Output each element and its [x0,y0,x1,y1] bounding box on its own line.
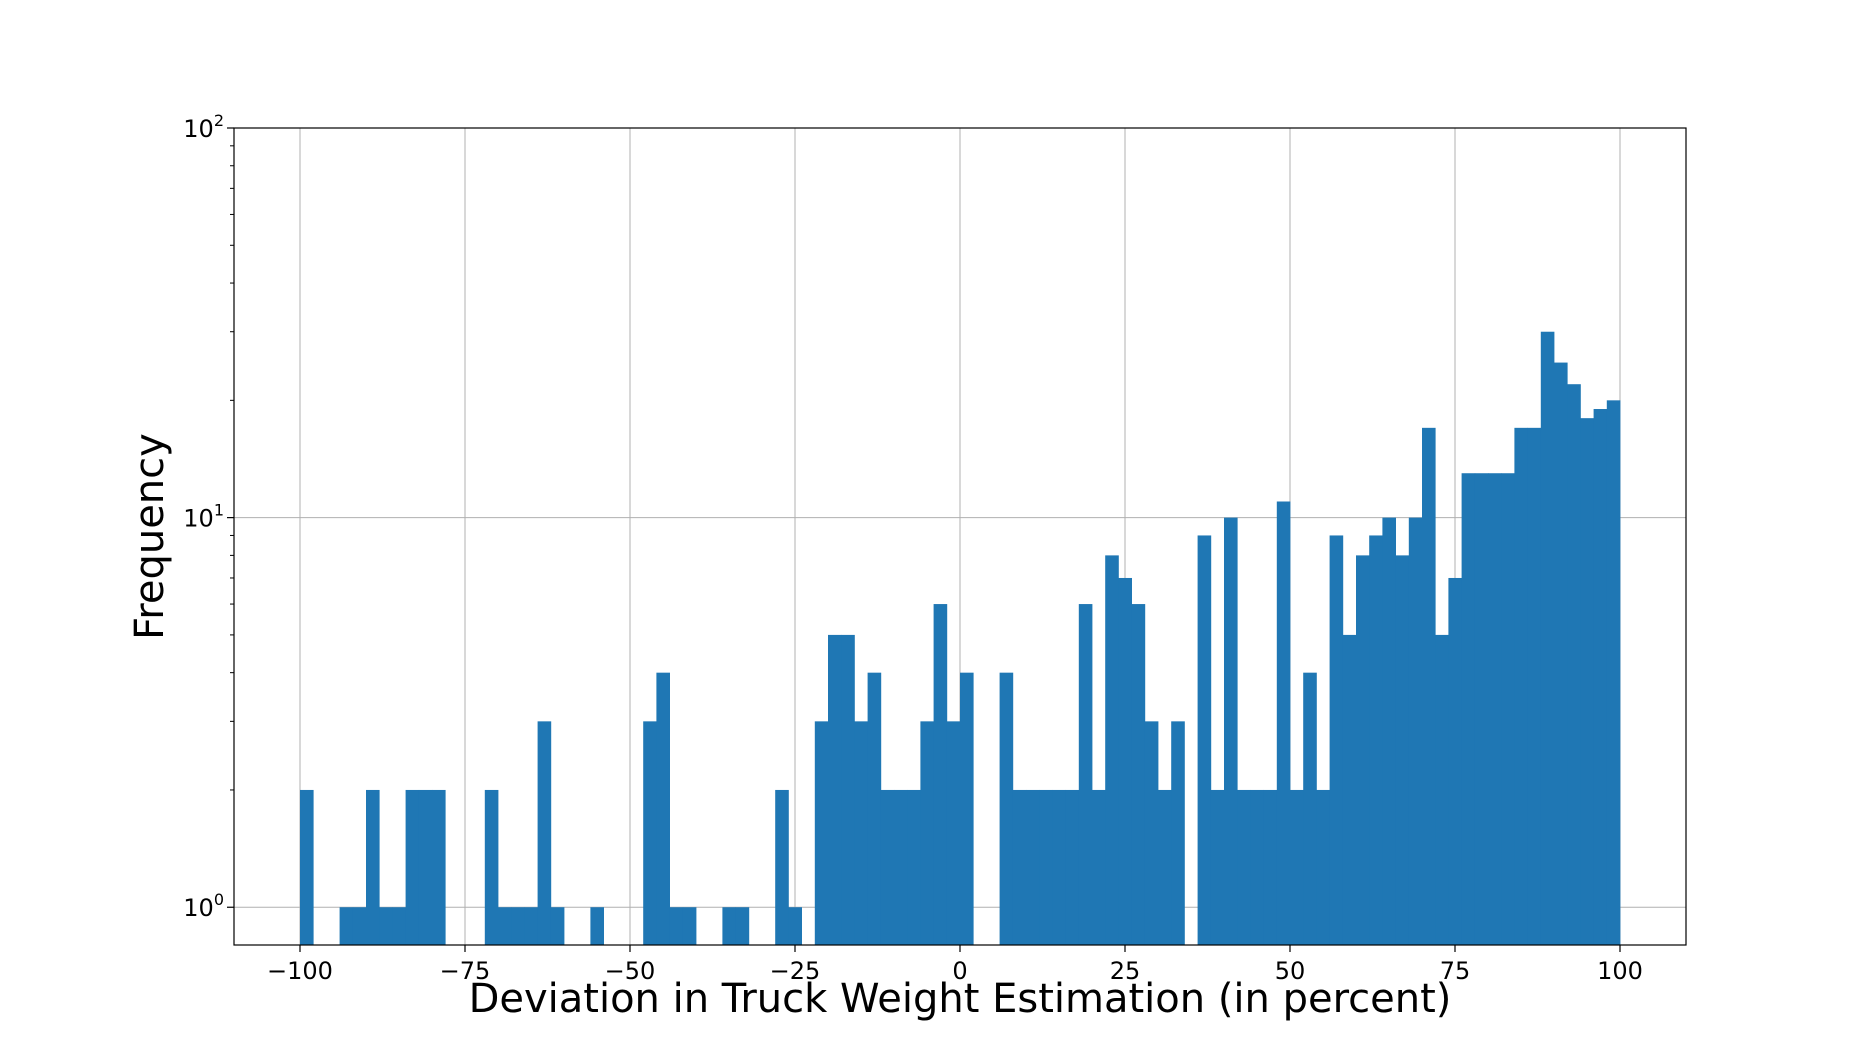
histogram-bar [1171,721,1185,945]
histogram-bar [1514,427,1528,945]
histogram-bar [1448,577,1462,945]
histogram-bar [933,604,948,945]
histogram-bar [1250,789,1264,945]
histogram-bar [854,721,868,945]
x-tick-label: 0 [952,957,967,985]
histogram-bars [300,331,1621,946]
histogram-bar [735,907,750,945]
y-tick-label: 100 [183,890,224,922]
histogram-bar [1144,721,1159,945]
histogram-bar [1052,789,1066,945]
histogram-bar [1435,634,1449,945]
histogram-bar [1012,789,1027,945]
histogram-bar [1501,473,1515,945]
y-tick-label: 101 [183,501,224,533]
histogram-bar [1303,672,1317,945]
histogram-bar [524,907,538,945]
histogram-bar [946,721,961,945]
histogram-bar [1422,427,1436,945]
histogram-bar [1224,517,1238,945]
histogram-bar [1026,789,1040,945]
histogram-bar [880,789,895,945]
histogram-bar [1356,555,1370,945]
x-tick-label: −50 [605,957,656,985]
histogram-bar [1382,517,1396,945]
histogram-bar [999,672,1014,945]
histogram-bar [1158,789,1172,945]
histogram-bar [352,907,367,945]
histogram-bar [1092,789,1106,945]
histogram-bar [814,721,829,945]
histogram-bar [1039,789,1053,945]
histogram-bar [656,672,670,945]
histogram-bar [379,907,393,945]
histogram-bar [1554,362,1568,945]
histogram-bar [1593,409,1608,945]
histogram-bar [775,789,789,945]
histogram-bar [1210,789,1225,945]
x-tick-label: 75 [1440,957,1471,985]
histogram-bar [1606,400,1621,945]
histogram-bar [1290,789,1304,945]
histogram-bar [1105,555,1119,945]
y-tick-label: 102 [183,111,224,143]
histogram-bar [682,907,697,945]
histogram-bar [894,789,908,945]
x-tick-label: 25 [1110,957,1141,985]
histogram-bar [1408,517,1423,945]
x-tick-label: −25 [770,957,821,985]
histogram-bar [590,907,604,945]
histogram-bar [1474,473,1489,945]
histogram-bar [1276,501,1291,945]
histogram-bar [788,907,802,945]
x-tick-label: 50 [1275,957,1306,985]
histogram-bar [1263,789,1278,945]
histogram-bar [1237,789,1251,945]
x-tick-label: −75 [440,957,491,985]
histogram-bar [1078,604,1093,945]
histogram-bar [405,789,420,945]
histogram-bar [1316,789,1330,945]
histogram-bar [300,789,314,945]
histogram-bar [960,672,974,945]
histogram-bar [643,721,657,945]
histogram-bar [1540,331,1555,945]
histogram-bar [907,789,921,945]
histogram-bar [828,634,842,945]
histogram-bar [550,907,565,945]
histogram-bar [722,907,736,945]
histogram-bar [841,634,855,945]
histogram-bar [392,907,406,945]
histogram-bar [1131,604,1146,945]
histogram-bar [537,721,552,945]
histogram-bar [1197,535,1212,945]
histogram-bar [920,721,934,945]
histogram-bar [1567,384,1581,945]
histogram-bar [1580,418,1594,946]
histogram-bar [867,672,882,945]
x-axis-label: Deviation in Truck Weight Estimation (in… [469,976,1452,1022]
histogram-bar [1342,634,1357,945]
histogram-bar [669,907,684,945]
histogram-bar [339,907,354,945]
histogram-bar [511,907,525,945]
histogram-bar [366,789,380,945]
histogram-bar [1329,535,1344,945]
y-axis-label: Frequency [127,433,173,640]
histogram-bar [1527,427,1542,945]
histogram-bar [484,789,499,945]
histogram-bar [1369,535,1383,945]
histogram-bar [1065,789,1080,945]
histogram-bar [1395,555,1410,945]
axis-ticks: −100 −75 −50 −25 0 25 50 75 100 100 101 102 [183,111,1643,985]
histogram-bar [418,789,433,945]
x-tick-label: 100 [1597,957,1643,985]
histogram-bar [1488,473,1502,945]
x-tick-label: −100 [267,957,333,985]
histogram-bar [1461,473,1476,945]
histogram-bar [432,789,446,945]
histogram-bar [1118,577,1132,945]
histogram-bar [498,907,512,945]
